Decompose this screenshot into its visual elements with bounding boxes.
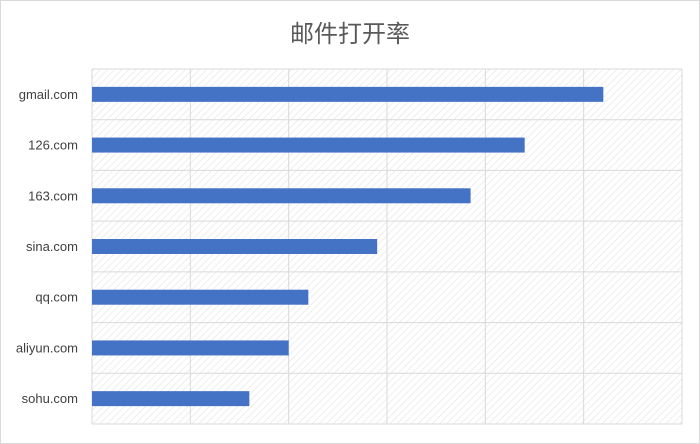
- chart-title: 邮件打开率: [290, 20, 410, 48]
- y-tick-label: 163.com: [28, 188, 78, 203]
- bar-gmail-com: [92, 86, 604, 102]
- y-tick-label: gmail.com: [19, 87, 78, 102]
- y-tick-label: sohu.com: [22, 391, 78, 406]
- y-tick-label: aliyun.com: [16, 340, 78, 355]
- y-tick-label: qq.com: [35, 290, 78, 305]
- bar-sina-com: [92, 239, 378, 254]
- bars: [92, 86, 604, 407]
- bar-sohu-com: [92, 391, 250, 407]
- bar-163-com: [92, 188, 471, 204]
- y-tick-label: sina.com: [26, 239, 78, 254]
- bar-126-com: [92, 137, 525, 153]
- bar-aliyun-com: [92, 340, 289, 356]
- y-axis-labels: gmail.com 126.com 163.com sina.com qq.com ali…: [16, 87, 78, 406]
- y-tick-label: 126.com: [28, 138, 78, 153]
- gridlines: [91, 68, 683, 425]
- bar-qq-com: [92, 289, 309, 305]
